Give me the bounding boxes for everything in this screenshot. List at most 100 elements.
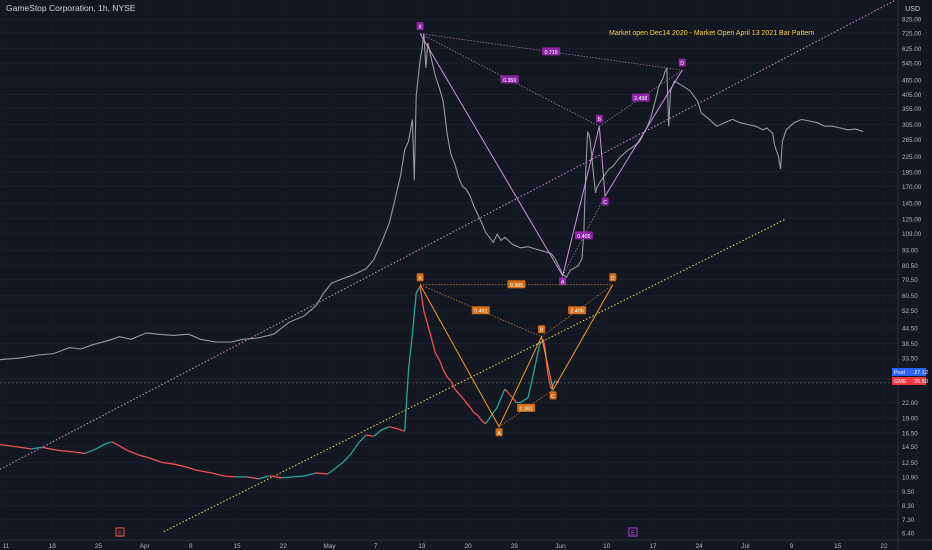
candle-segment: [473, 412, 479, 416]
y-tick-label: 145.00: [902, 201, 922, 208]
candle-segment: [431, 339, 437, 354]
y-tick-label: 405.00: [902, 92, 922, 99]
purple-point-label: X: [418, 25, 422, 31]
candle-segment: [492, 407, 498, 414]
y-tick-label: 465.00: [902, 77, 922, 84]
purple-ratio-label: 0.359: [503, 78, 516, 84]
x-tick-label: 24: [696, 543, 704, 550]
candle-segment: [366, 434, 374, 437]
orange-pattern-connector: [498, 389, 554, 428]
candle-segment: [396, 427, 402, 431]
candle-segment: [246, 476, 259, 480]
candle-segment: [465, 402, 471, 408]
orange-ratio-box: [517, 403, 536, 412]
candle-segment: [519, 397, 529, 404]
x-tick-label: 22: [880, 543, 888, 550]
candle-segment: [211, 472, 224, 477]
symbol-title: GameStop Corporation, 1h, NYSE: [6, 3, 136, 13]
candle-segment: [315, 472, 328, 475]
orange-point-label: C: [551, 394, 555, 400]
orange-ratio-label: 0.985: [510, 283, 523, 289]
price-tag-name: GME: [894, 379, 907, 385]
candle-segment: [73, 451, 85, 455]
candle-segment: [161, 461, 174, 465]
orange-point-box: [549, 391, 557, 400]
candle-segment: [469, 407, 475, 414]
x-tick-label: 11: [3, 543, 10, 550]
candle-segment: [454, 388, 460, 394]
x-tick-label: 10: [603, 543, 611, 550]
x-tick-label: 18: [49, 543, 57, 550]
y-tick-label: 70.50: [902, 277, 918, 284]
candle-segment: [223, 475, 236, 478]
candle-segment: [485, 417, 491, 425]
purple-ratio-box: [500, 75, 519, 84]
purple-point-label: A: [561, 280, 565, 286]
candle-segment: [535, 344, 541, 364]
x-tick-label: 22: [280, 543, 288, 550]
price-tag-box: [892, 368, 926, 376]
candle-segment: [173, 463, 186, 468]
orange-ratio-label: 0.491: [474, 309, 487, 315]
y-tick-label: 52.50: [902, 308, 918, 315]
x-tick-label: 7: [374, 543, 378, 550]
y-tick-label: 545.00: [902, 61, 922, 68]
candle-segment: [96, 443, 105, 450]
y-tick-label: 170.00: [902, 184, 922, 191]
price-tag-value: 26.50: [914, 379, 928, 385]
y-tick-label: 225.00: [902, 154, 922, 161]
x-tick-label: 17: [649, 543, 657, 550]
candle-segment: [415, 286, 421, 294]
candle-segment: [400, 429, 405, 432]
candle-segment: [450, 380, 456, 390]
candle-segment: [258, 475, 270, 480]
candle-segment: [458, 392, 463, 399]
purple-point-label: B: [598, 117, 602, 123]
candle-segment: [84, 448, 97, 455]
candle-segment: [350, 442, 359, 455]
orange-ratio-box: [507, 280, 526, 289]
x-tick-label: 15: [233, 543, 241, 550]
orange-ratio-box: [471, 306, 490, 315]
orange-ratio-label: 0.393: [519, 406, 532, 412]
candle-segment: [119, 445, 128, 451]
currency-label: USD: [905, 6, 920, 13]
y-tick-label: 93.00: [902, 248, 918, 255]
candle-segment: [461, 397, 467, 403]
y-tick-label: 625.00: [902, 46, 922, 53]
orange-ratio-label: 2.498: [571, 309, 584, 315]
y-tick-label: 80.50: [902, 263, 918, 270]
y-tick-label: 12.50: [902, 460, 918, 467]
pattern-annotation: Market open Dec14 2020 - Market Open Apr…: [609, 30, 815, 37]
y-tick-label: 725.00: [902, 30, 922, 37]
candle-segment: [138, 454, 151, 459]
candle-segment: [0, 443, 16, 448]
candle-segment: [419, 286, 425, 312]
purple-point-box: [416, 22, 424, 31]
event-marker-box: [115, 527, 125, 537]
candle-segment: [554, 380, 560, 384]
candle-segment: [527, 380, 533, 399]
candle-segment: [269, 475, 282, 479]
candle-segment: [30, 446, 43, 450]
purple-point-box: [678, 58, 686, 67]
purple-ratio-label: 2.498: [634, 96, 647, 102]
candle-segment: [57, 449, 74, 453]
orange-ratio-box: [568, 306, 587, 315]
x-tick-label: 13: [418, 543, 426, 550]
candle-segment: [496, 397, 502, 408]
candle-segment: [488, 412, 494, 419]
candle-segment: [427, 324, 433, 340]
y-tick-label: 19.00: [902, 416, 918, 423]
orange-point-label: B: [540, 328, 544, 334]
candle-segment: [304, 472, 317, 477]
y-tick-label: 195.00: [902, 169, 922, 176]
y-tick-label: 355.00: [902, 106, 922, 113]
x-tick-label: 20: [464, 543, 472, 550]
candle-segment: [531, 362, 537, 382]
y-tick-label: 109.00: [902, 231, 922, 238]
x-tick-label: May: [323, 543, 336, 550]
candle-segment: [434, 353, 440, 361]
